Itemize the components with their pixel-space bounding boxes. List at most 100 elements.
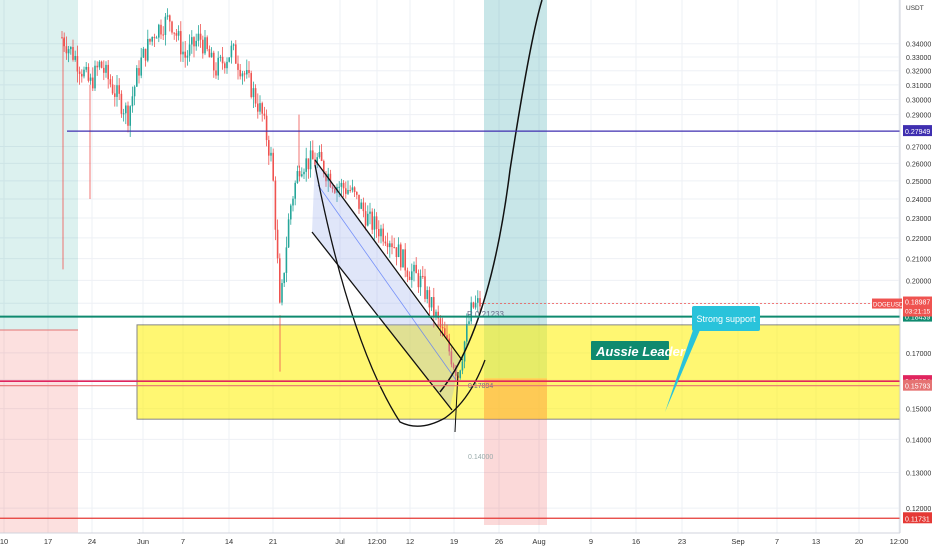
candle <box>193 36 195 58</box>
candle <box>257 93 259 119</box>
candle <box>100 60 103 69</box>
candle <box>395 247 398 266</box>
candle <box>446 324 448 340</box>
candle <box>419 269 422 296</box>
candle <box>298 165 301 182</box>
long-position-loss-zone <box>0 330 78 533</box>
channel-upper-line <box>314 159 463 361</box>
callout-text: Strong support <box>696 314 756 324</box>
candle <box>378 220 380 243</box>
candle <box>78 66 81 85</box>
x-tick-label: 10 <box>0 537 8 546</box>
candle <box>477 290 479 313</box>
candle <box>63 32 65 52</box>
x-tick-label: 12:00 <box>368 537 387 546</box>
candle <box>142 46 145 58</box>
candle <box>444 321 446 336</box>
candle <box>303 168 305 180</box>
candle <box>450 347 453 368</box>
candle <box>206 35 208 52</box>
watermark-text: Aussie Leader <box>595 344 686 359</box>
candle <box>133 85 136 106</box>
candle <box>199 23 202 48</box>
candle <box>210 47 213 58</box>
candle <box>345 181 347 199</box>
candle <box>173 32 175 40</box>
candle <box>144 48 147 67</box>
candle <box>340 178 343 196</box>
candle <box>375 212 378 238</box>
watermark-badge: Aussie Leader <box>591 341 686 360</box>
candle <box>393 237 395 249</box>
x-tick-label: 20 <box>855 537 863 546</box>
candle <box>252 81 255 108</box>
symbol-tag: DOGEUSDT <box>872 298 907 309</box>
parabolic-projection-curve <box>439 0 543 393</box>
channel-lower-line <box>311 231 453 411</box>
rounded-bottom-curve <box>314 164 486 427</box>
y-tick-label: 0.20000 <box>906 278 931 285</box>
candle <box>380 224 382 244</box>
price-axis[interactable]: USDT 0.34000 0.33000 0.32000 0.31000 0.30000 0… <box>872 0 932 550</box>
candle <box>118 78 120 101</box>
candle <box>422 266 424 279</box>
candle <box>356 191 358 200</box>
candle <box>175 28 178 42</box>
candle <box>74 50 76 62</box>
candle <box>235 40 237 64</box>
candle <box>411 263 413 288</box>
candle <box>320 144 323 162</box>
candle <box>230 40 233 64</box>
candle <box>89 73 92 85</box>
candle <box>323 159 325 178</box>
candle <box>136 65 138 87</box>
svg-text:0.27949: 0.27949 <box>905 129 930 136</box>
x-tick-label: 13 <box>812 537 820 546</box>
candle <box>435 309 437 321</box>
candle <box>318 145 321 159</box>
candle <box>92 67 94 92</box>
candle <box>382 223 384 246</box>
candle <box>237 55 239 80</box>
candle <box>349 185 351 193</box>
candle <box>479 290 481 313</box>
candle <box>155 35 158 39</box>
candle <box>149 38 151 45</box>
candle <box>452 362 455 370</box>
candle <box>116 74 118 107</box>
candle <box>294 180 296 206</box>
candle <box>358 194 360 214</box>
candle <box>127 101 129 133</box>
candle <box>307 158 310 179</box>
y-tick-label: 0.13000 <box>906 470 931 477</box>
candle <box>312 140 314 160</box>
y-tick-label: 0.26000 <box>906 161 931 168</box>
x-tick-label: Aug <box>532 537 545 546</box>
y-tick-label: 0.17000 <box>906 351 931 358</box>
y-tick-label: 0.15000 <box>906 407 931 414</box>
candle <box>274 176 277 241</box>
candle <box>169 14 171 32</box>
candle <box>243 70 246 82</box>
candle <box>360 198 362 210</box>
candle <box>81 69 83 83</box>
x-tick-label: Jun <box>137 537 149 546</box>
y-tick-label: 0.31000 <box>906 83 931 90</box>
y-tick-label: 0.12000 <box>906 506 931 513</box>
candle <box>400 242 402 271</box>
candle <box>105 61 107 78</box>
candle <box>430 297 433 311</box>
candle <box>166 8 169 20</box>
candle <box>138 60 140 84</box>
candle <box>153 33 156 48</box>
candle <box>272 148 274 182</box>
candle <box>386 232 389 255</box>
candles <box>61 8 481 386</box>
candle <box>94 60 96 92</box>
currency-label: USDT <box>906 5 924 12</box>
time-axis[interactable]: 10 17 24 Jun 7 14 21 Jul 12:00 12 19 26 Aug 9 16 23 Sep 7… <box>0 532 932 550</box>
candle <box>305 147 307 182</box>
candle <box>325 170 327 187</box>
